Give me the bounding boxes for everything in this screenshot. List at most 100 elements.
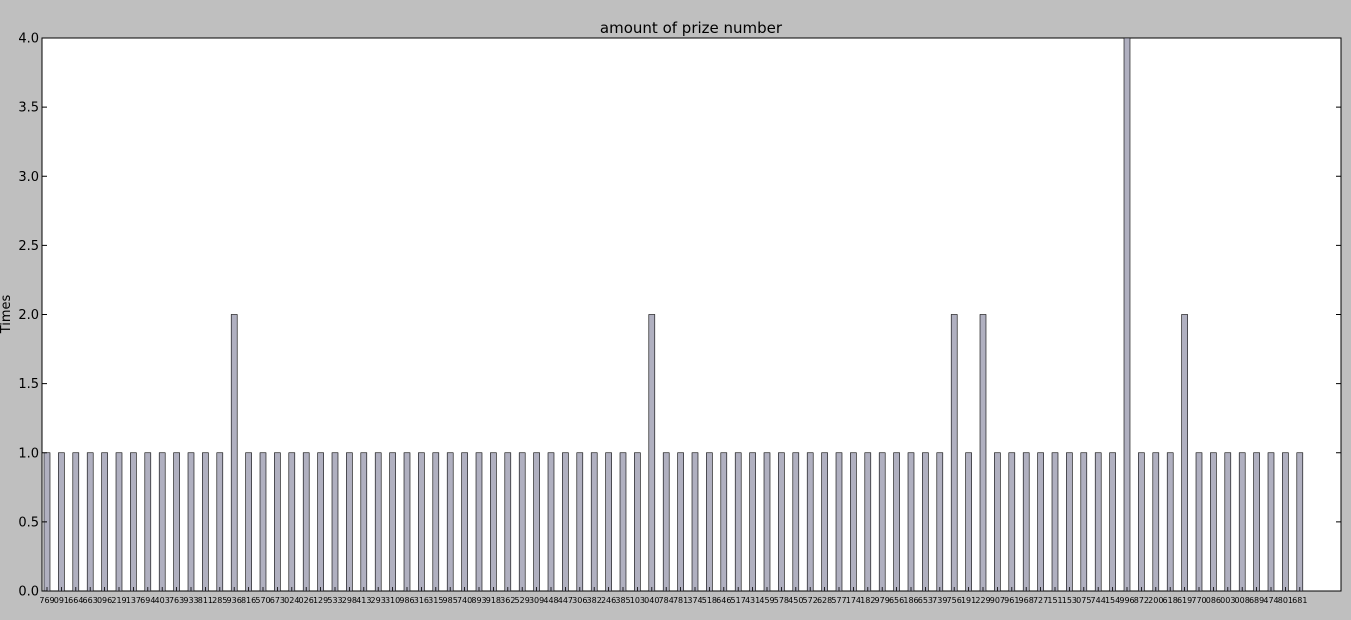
bar-374	[691, 452, 699, 592]
bar-619	[1181, 314, 1188, 592]
x-tick-label: 096	[97, 596, 112, 605]
bar-784	[662, 452, 670, 592]
x-tick-label: 153	[1062, 596, 1077, 605]
x-tick-label: 306	[572, 596, 587, 605]
x-tick-label: 191	[961, 596, 976, 605]
bar-229	[979, 314, 987, 592]
bar-298	[346, 452, 353, 592]
bar-663	[86, 452, 94, 592]
bar-744	[1094, 452, 1102, 592]
bar-008	[1238, 452, 1246, 592]
bar-907	[994, 452, 1001, 592]
x-tick-label: 315	[428, 596, 443, 605]
bar-040	[648, 314, 656, 592]
x-tick-label: 653	[918, 596, 933, 605]
bar-656	[893, 452, 900, 592]
x-tick-label: 577	[831, 596, 846, 605]
y-tick-label: 3.0	[18, 170, 39, 185]
y-tick-label: 3.5	[18, 101, 39, 116]
x-tick-label: 003	[1220, 596, 1235, 605]
bar-816	[245, 452, 252, 592]
x-tick-label: 986	[399, 596, 414, 605]
y-axis-label: Times	[0, 294, 14, 334]
bar-362	[504, 452, 512, 592]
x-tick-label: 518	[702, 596, 717, 605]
bar-075	[1080, 452, 1088, 592]
bar-727	[1037, 452, 1044, 592]
x-tick-label: 450	[788, 596, 803, 605]
bar-293	[374, 452, 382, 592]
bar-578	[778, 452, 785, 592]
x-tick-label: 727	[1033, 596, 1048, 605]
x-tick-label: 628	[817, 596, 832, 605]
x-tick-label: 979	[875, 596, 890, 605]
bar-570	[259, 452, 267, 592]
x-tick-label: 459	[759, 596, 774, 605]
x-tick-label: 673	[270, 596, 285, 605]
bar-450	[792, 452, 800, 592]
bar-577	[835, 452, 843, 592]
y-tick-label: 4.0	[18, 32, 39, 47]
x-tick-label: 781	[673, 596, 688, 605]
x-tick-label: 968	[1019, 596, 1034, 605]
x-tick-label: 517	[731, 596, 746, 605]
x-tick-label: 811	[198, 596, 213, 605]
bar-781	[677, 452, 684, 592]
bar-182	[864, 452, 872, 592]
x-tick-label: 933	[183, 596, 198, 605]
x-tick-label: 075	[1076, 596, 1091, 605]
x-tick-label: 413	[356, 596, 371, 605]
x-tick-label: 186	[903, 596, 918, 605]
bar-933	[187, 452, 195, 592]
bar-096	[101, 452, 108, 592]
x-tick-label: 310	[385, 596, 400, 605]
x-tick-label: 447	[558, 596, 573, 605]
bar-129	[317, 452, 324, 592]
x-tick-label: 091	[54, 596, 69, 605]
x-tick-label: 985	[443, 596, 458, 605]
bar-628	[821, 452, 828, 592]
bar-091	[58, 452, 65, 592]
x-tick-label: 744	[1091, 596, 1106, 605]
bar-309	[533, 452, 540, 592]
bar-518	[706, 452, 713, 592]
bar-153	[1066, 452, 1073, 592]
x-tick-label: 229	[975, 596, 990, 605]
bar-968	[1022, 452, 1030, 592]
x-tick-label: 154	[1105, 596, 1120, 605]
x-tick-label: 298	[342, 596, 357, 605]
x-tick-label: 740	[457, 596, 472, 605]
x-tick-label: 382	[587, 596, 602, 605]
x-tick-label: 656	[889, 596, 904, 605]
bar-979	[878, 452, 886, 592]
x-tick-label: 293	[371, 596, 386, 605]
bar-403	[158, 452, 166, 592]
x-tick-label: 907	[990, 596, 1005, 605]
x-tick-label: 763	[169, 596, 184, 605]
x-tick-label: 285	[212, 596, 227, 605]
bar-689	[1253, 452, 1260, 592]
x-tick-label: 769	[39, 596, 54, 605]
y-tick-label: 1.5	[18, 377, 39, 392]
x-tick-label: 316	[414, 596, 429, 605]
bar-191	[965, 452, 972, 592]
bar-893	[475, 452, 483, 592]
bar-653	[922, 452, 929, 592]
bar-285	[216, 452, 224, 592]
bar-664	[72, 452, 80, 592]
bar-459	[763, 452, 771, 592]
bar-756	[950, 314, 958, 592]
x-tick-label: 008	[1235, 596, 1250, 605]
x-tick-label: 362	[500, 596, 515, 605]
bar-447	[562, 452, 569, 592]
bar-086	[1210, 452, 1217, 592]
bar-186	[907, 452, 915, 592]
x-tick-label: 200	[1148, 596, 1163, 605]
x-tick-label: 040	[644, 596, 659, 605]
x-tick-label: 739	[932, 596, 947, 605]
bar-529	[518, 452, 526, 592]
bar-024	[288, 452, 296, 592]
x-tick-label: 570	[255, 596, 270, 605]
y-tick-label: 2.0	[18, 308, 39, 323]
